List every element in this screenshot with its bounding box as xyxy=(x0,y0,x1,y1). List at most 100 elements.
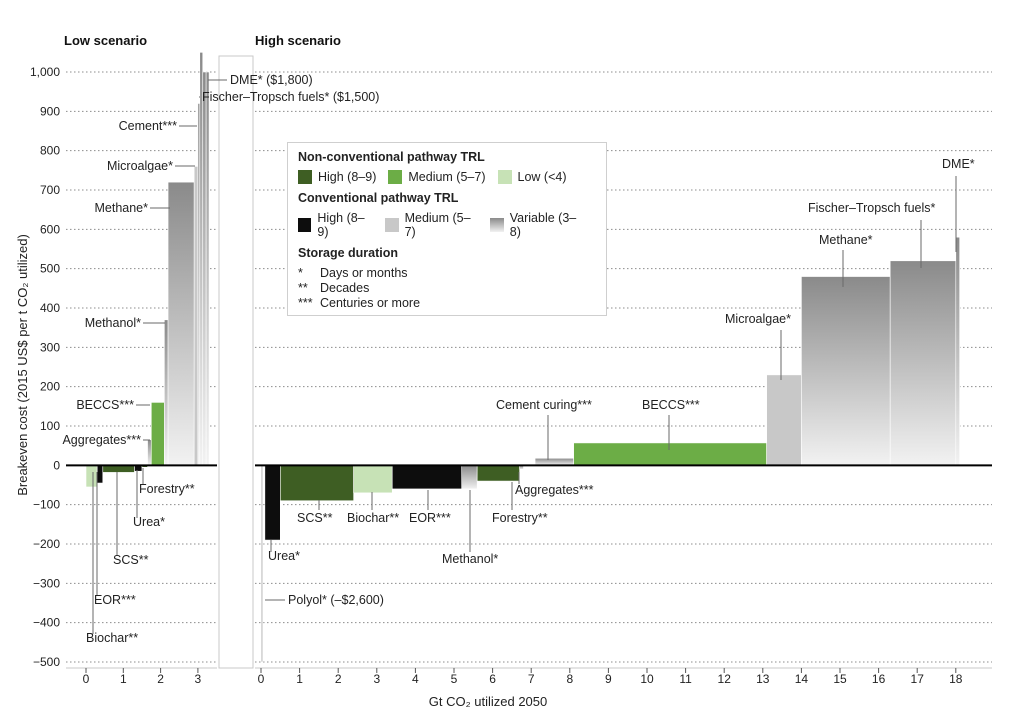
x-tick-label: 12 xyxy=(718,672,732,686)
low-scenario-title: Low scenario xyxy=(64,33,147,48)
x-tick-label: 8 xyxy=(566,672,573,686)
bar xyxy=(205,71,210,466)
bar-label: EOR*** xyxy=(94,593,136,607)
bar-label: Methane* xyxy=(94,201,148,215)
bar xyxy=(96,465,104,484)
legend-label: Medium (5–7) xyxy=(408,170,486,184)
x-tick-label: 1 xyxy=(120,672,127,686)
legend-swatch xyxy=(388,170,403,184)
x-tick-label: 9 xyxy=(605,672,612,686)
y-tick-label: 0 xyxy=(53,458,60,472)
legend-conventional-row: High (8–9) Medium (5–7) Variable (3–8) xyxy=(298,211,596,239)
y-tick-label: −400 xyxy=(33,616,60,630)
bar-label: Methanol* xyxy=(442,552,498,566)
legend-conventional-title: Conventional pathway TRL xyxy=(298,191,459,205)
legend-item: Medium (5–7) xyxy=(385,211,478,239)
y-tick-label: −200 xyxy=(33,537,60,551)
x-tick-label: 6 xyxy=(489,672,496,686)
x-tick-label: 0 xyxy=(258,672,265,686)
legend-storage-list: * Days or months ** Decades *** Centuries or … xyxy=(298,266,596,311)
bar xyxy=(955,236,960,466)
y-tick-label: 500 xyxy=(40,262,60,276)
x-tick-label: 4 xyxy=(412,672,419,686)
bar-label: SCS** xyxy=(297,511,333,525)
legend-storage-item: ** Decades xyxy=(298,281,596,296)
legend-swatch xyxy=(298,170,312,184)
legend-label: Variable (3–8) xyxy=(509,211,577,239)
x-axis-label: Gt CO₂ utilized 2050 xyxy=(429,694,548,709)
bar xyxy=(150,402,165,466)
y-tick-label: 900 xyxy=(40,104,60,118)
x-tick-label: 0 xyxy=(83,672,90,686)
legend-label: Low (<4) xyxy=(517,170,567,184)
legend-storage-title: Storage duration xyxy=(298,246,399,260)
bar-label: BECCS*** xyxy=(76,398,134,412)
bar-label: Biochar** xyxy=(347,511,399,525)
bar xyxy=(102,465,135,473)
y-tick-label: 1,000 xyxy=(30,65,60,79)
bar xyxy=(193,166,199,466)
bar xyxy=(534,457,574,466)
bar-label: Forestry** xyxy=(492,511,548,525)
x-tick-label: 3 xyxy=(195,672,202,686)
bar-label: Urea* xyxy=(268,549,300,563)
legend-storage-symbol: *** xyxy=(298,296,313,310)
legend-nonconventional-row: High (8–9) Medium (5–7) Low (<4) xyxy=(298,170,596,184)
bar-label: Urea* xyxy=(133,515,165,529)
x-tick-label: 18 xyxy=(949,672,963,686)
y-tick-label: 300 xyxy=(40,340,60,354)
bar xyxy=(766,374,802,466)
x-tick-label: 10 xyxy=(640,672,654,686)
legend-storage-label: Decades xyxy=(320,281,370,295)
y-tick-label: −500 xyxy=(33,655,60,669)
bar-label: Microalgae* xyxy=(725,312,791,326)
bar-label: Forestry** xyxy=(139,482,195,496)
legend-storage-label: Centuries or more xyxy=(320,296,421,310)
bar xyxy=(801,276,891,466)
x-tick-label: 17 xyxy=(911,672,925,686)
bar xyxy=(199,52,204,466)
legend-swatch xyxy=(497,170,512,184)
legend-storage-symbol: ** xyxy=(298,281,308,295)
bar-label: DME* xyxy=(942,157,975,171)
bar-label: DME* ($1,800) xyxy=(230,73,313,87)
y-tick-label: 200 xyxy=(40,380,60,394)
x-tick-label: 14 xyxy=(795,672,809,686)
bar-label: SCS** xyxy=(113,553,149,567)
y-tick-label: −100 xyxy=(33,498,60,512)
y-tick-label: 800 xyxy=(40,144,60,158)
legend-swatch xyxy=(385,218,399,232)
legend-storage-symbol: * xyxy=(298,266,303,280)
y-tick-label: 400 xyxy=(40,301,60,315)
legend-label: High (8–9) xyxy=(318,170,377,184)
legend-swatch xyxy=(490,218,504,232)
bar xyxy=(476,465,520,482)
bar xyxy=(202,71,207,466)
high-scenario-title: High scenario xyxy=(255,33,341,48)
y-tick-label: 700 xyxy=(40,183,60,197)
axes: −500−400−300−200−10001002003004005006007… xyxy=(30,65,992,686)
bar xyxy=(147,439,152,466)
bar xyxy=(461,465,478,490)
bar-label: Fischer–Tropsch fuels* xyxy=(808,201,935,215)
legend-swatch xyxy=(298,218,312,232)
panel-separator xyxy=(218,55,254,669)
x-tick-label: 15 xyxy=(833,672,847,686)
bar-label: Methanol* xyxy=(85,316,141,330)
bar-label: Microalgae* xyxy=(107,159,173,173)
x-tick-label: 2 xyxy=(157,672,164,686)
x-tick-label: 5 xyxy=(451,672,458,686)
bar xyxy=(167,181,195,466)
bars xyxy=(85,52,960,663)
legend-item: Variable (3–8) xyxy=(490,211,584,239)
bar xyxy=(573,442,767,466)
bar xyxy=(85,465,98,488)
y-tick-label: −300 xyxy=(33,576,60,590)
legend-storage-label: Days or months xyxy=(320,266,408,280)
bar-label: Aggregates*** xyxy=(515,483,594,497)
legend-item: High (8–9) xyxy=(298,170,376,184)
x-tick-label: 13 xyxy=(756,672,770,686)
bar xyxy=(264,465,281,541)
x-tick-label: 1 xyxy=(296,672,303,686)
